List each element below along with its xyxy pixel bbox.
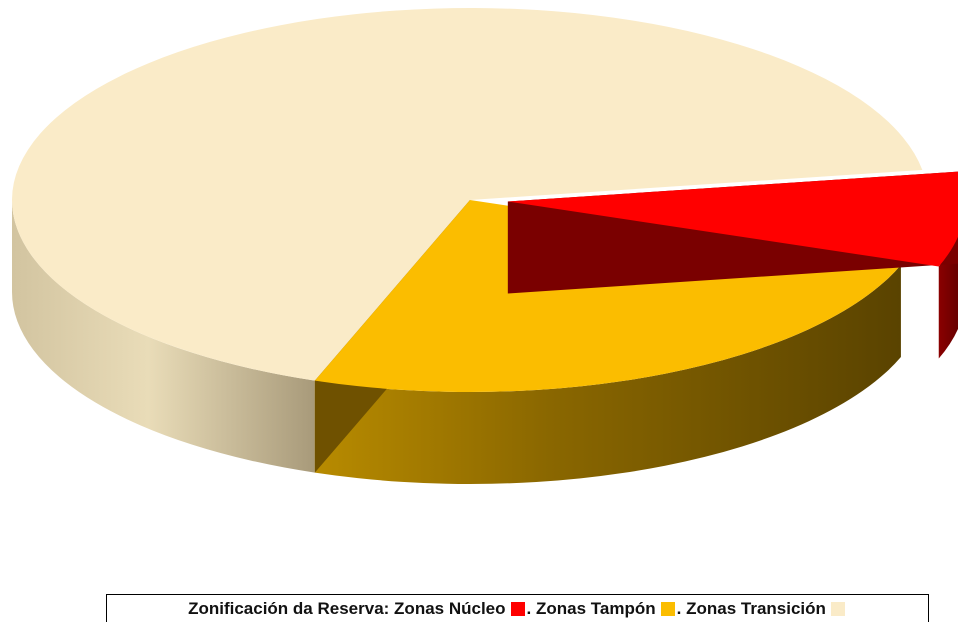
pie-slice-zonas-transici-n (12, 8, 923, 381)
legend-label-tampon: Zonas Tampón (535, 598, 656, 618)
pie-side-zonas-n-cleo (938, 236, 958, 359)
legend-separator: . (526, 598, 532, 618)
chart-legend: Zonificación da Reserva: Zonas Núcleo. Z… (106, 594, 929, 622)
pie-slice-zonas-n-cleo (507, 171, 958, 267)
legend-swatch-nucleo (510, 601, 525, 616)
legend-separator: . (676, 598, 682, 618)
legend-swatch-tampon (660, 601, 675, 616)
pie-side-zonas-tamp-n (314, 265, 901, 484)
pie-chart (12, 8, 958, 484)
legend-prefix: Zonificación da Reserva: (188, 598, 390, 618)
legend-label-nucleo: Zonas Núcleo (394, 598, 506, 618)
pie-side-zonas-transici-n (12, 200, 315, 473)
legend-label-transicion: Zonas Transición (686, 598, 826, 618)
legend-swatch-transicion (830, 601, 845, 616)
